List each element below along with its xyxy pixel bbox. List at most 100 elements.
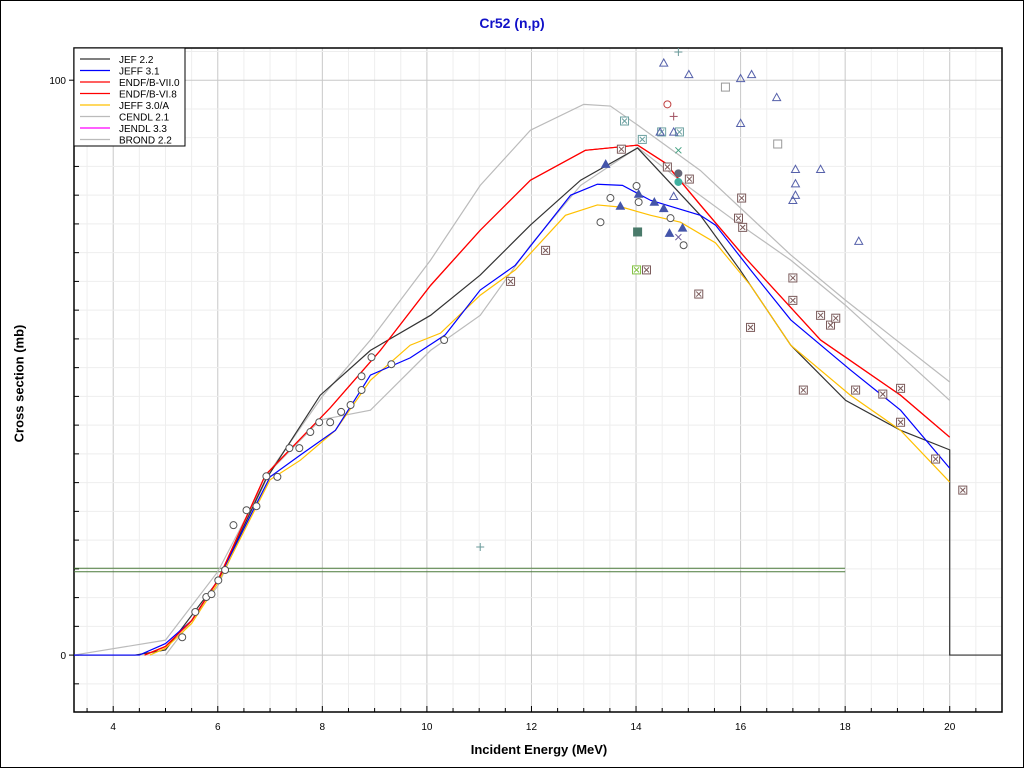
data-point-circle	[666, 214, 675, 223]
data-point-boxx	[734, 213, 744, 223]
marker-circle	[306, 428, 315, 437]
data-point-boxx	[798, 385, 808, 395]
x-tick-label: 10	[421, 722, 433, 733]
marker-circle	[229, 521, 238, 530]
marker-x-line	[790, 297, 796, 304]
marker-circle	[326, 418, 335, 427]
marker-dot	[674, 177, 683, 186]
data-point-circle	[367, 353, 376, 362]
marker-x-line	[643, 267, 650, 273]
data-point-boxx	[738, 222, 748, 232]
marker-circle	[262, 472, 271, 481]
x-tick-label: 16	[735, 722, 747, 733]
data-point-boxx	[694, 289, 704, 299]
data-point-tri	[790, 190, 801, 199]
marker-x-line	[739, 224, 746, 231]
data-point-circle	[285, 444, 294, 453]
data-point-circle	[306, 428, 315, 437]
series-line-cendl-2-1	[73, 103, 951, 656]
marker-triangle	[735, 73, 746, 83]
marker-x-line	[897, 419, 904, 426]
data-point-circle	[262, 472, 271, 481]
marker-triangle	[658, 57, 669, 67]
marker-x-line	[897, 385, 904, 392]
data-point-boxx	[826, 320, 836, 330]
marker-circle	[178, 633, 187, 642]
marker-triangle	[649, 197, 660, 206]
data-point-boxx	[931, 454, 941, 464]
marker-x-line	[817, 312, 824, 319]
marker-circle	[252, 502, 261, 511]
marker-circle	[221, 566, 230, 575]
data-point-trif	[664, 228, 675, 237]
data-point-square	[773, 139, 783, 149]
data-point-boxx	[662, 162, 672, 172]
marker-triangle	[668, 191, 679, 201]
marker-circle	[285, 444, 294, 453]
data-point-circle	[337, 407, 346, 416]
data-point-circle	[663, 100, 672, 109]
data-point-circle	[679, 241, 688, 250]
marker-x-line	[695, 291, 702, 297]
marker-triangle	[853, 236, 864, 245]
legend-box	[73, 47, 186, 147]
data-point-boxx	[746, 322, 756, 332]
marker-circle	[273, 472, 282, 481]
marker-triangle	[655, 126, 665, 136]
data-point-circle	[315, 418, 324, 427]
marker-circle	[357, 386, 366, 395]
legend-label: JEFF 3.1	[119, 67, 160, 78]
marker-circle	[242, 506, 251, 515]
marker-circle	[207, 590, 216, 599]
data-point-boxx	[788, 273, 798, 283]
data-point-boxx	[632, 265, 642, 275]
data-point-trif	[600, 159, 611, 168]
marker-circle	[634, 198, 643, 207]
data-point-trif	[649, 197, 660, 206]
marker-circle	[596, 218, 605, 227]
data-point-boxx	[737, 193, 747, 203]
series-line-jeff-3-1	[74, 183, 951, 656]
data-point-boxx	[541, 245, 551, 255]
data-point-boxx	[641, 265, 651, 275]
marker-triangle	[683, 69, 694, 79]
data-point-boxx	[684, 174, 694, 184]
marker-x-line	[618, 146, 625, 153]
data-point-circle	[440, 336, 449, 345]
marker-x-line	[827, 322, 834, 328]
data-point-plus	[476, 543, 485, 552]
legend-label: CENDL 2.1	[119, 113, 170, 124]
data-point-circle	[634, 198, 643, 207]
data-point-circle	[295, 444, 304, 453]
marker-circle	[387, 360, 396, 369]
marker-square	[720, 82, 730, 92]
data-point-circle	[632, 181, 641, 190]
data-point-circle	[207, 590, 216, 599]
marker-circle	[214, 576, 223, 585]
legend-label: ENDF/B-VII.0	[119, 78, 180, 89]
x-tick-label: 12	[526, 722, 538, 733]
data-point-tri	[790, 178, 801, 188]
series-line-endf-b-vi-8	[144, 144, 951, 656]
marker-triangle	[790, 164, 801, 174]
marker-x-line	[658, 129, 665, 135]
marker-x-line	[832, 315, 839, 322]
marker-circle	[346, 401, 355, 410]
marker-circle	[337, 407, 346, 416]
legend-label: BROND 2.2	[119, 136, 172, 147]
data-point-tri	[790, 164, 801, 174]
marker-triangle	[735, 118, 746, 128]
marker-x-line	[959, 487, 966, 493]
data-point-tri	[683, 69, 694, 79]
data-point-tri	[668, 191, 679, 201]
data-point-boxx	[788, 295, 798, 305]
data-point-trif	[615, 201, 626, 210]
marker-triangle	[664, 228, 675, 237]
data-point-dot	[674, 169, 683, 178]
marker-triangle	[658, 203, 669, 213]
marker-x-line	[675, 146, 682, 154]
data-point-tri	[655, 126, 665, 136]
marker-circle	[666, 214, 675, 223]
legend-label: ENDF/B-VI.8	[119, 90, 177, 101]
